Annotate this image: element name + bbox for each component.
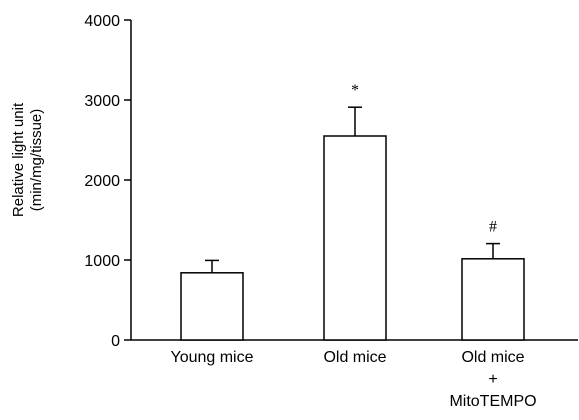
- y-axis-label-line: Relative light unit: [10, 102, 27, 217]
- y-axis-label-line: (min/mg/tissue): [28, 109, 45, 212]
- bar: [461, 258, 525, 341]
- bar: [323, 135, 387, 341]
- x-category-label: Young mice: [170, 349, 253, 366]
- bars: [180, 106, 525, 341]
- y-axis-label: Relative light unit(min/mg/tissue): [10, 102, 45, 217]
- y-tick-label: 0: [111, 333, 120, 350]
- x-category-label: +: [488, 371, 497, 388]
- y-tick-label: 4000: [84, 13, 120, 30]
- x-category-label: MitoTEMPO: [449, 393, 536, 410]
- significance-annotation: #: [489, 219, 497, 236]
- y-tick-label: 1000: [84, 253, 120, 270]
- bar: [180, 272, 244, 341]
- labels: 0 1000 2000 3000 4000 Relative light unit(min…: [10, 13, 537, 410]
- significance-annotation: *: [351, 82, 359, 99]
- y-tick-label: 2000: [84, 173, 120, 190]
- y-tick-label: 3000: [84, 93, 120, 110]
- x-category-label: Old mice: [323, 349, 386, 366]
- x-category-label: Old mice: [461, 349, 524, 366]
